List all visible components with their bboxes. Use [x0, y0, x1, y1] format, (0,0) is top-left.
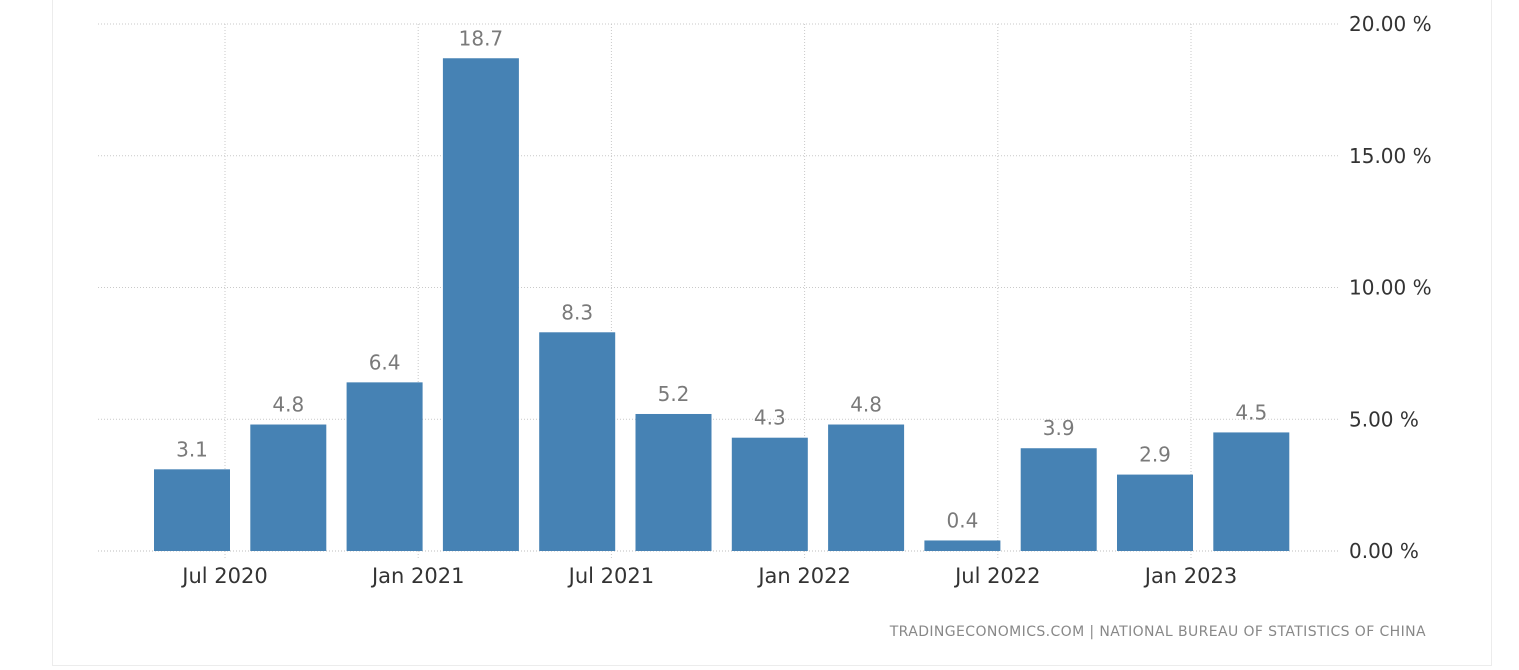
x-axis-ticks: Jul 2020 Jan 2021 Jul 2021 Jan 2022 Jul 2022…: [180, 564, 1237, 588]
bar-layer: [154, 58, 1290, 551]
data-label-layer: 3.1 4.8 6.4 18.7 8.3 5.2 4.3 4.8 0.4 3.9 2.9 4.5: [176, 26, 1267, 532]
data-label: 6.4: [369, 350, 401, 374]
data-label: 0.4: [946, 508, 978, 532]
data-label: 4.5: [1235, 400, 1267, 424]
bar: [1213, 432, 1290, 551]
chart-frame: [52, 0, 1492, 666]
bar: [539, 332, 616, 551]
bar: [828, 424, 905, 551]
data-label: 8.3: [561, 300, 593, 324]
bar: [442, 58, 519, 551]
source-credit[interactable]: TRADINGECONOMICS.COM | NATIONAL BUREAU O…: [889, 624, 1426, 640]
data-label: 5.2: [658, 382, 690, 406]
data-label: 18.7: [459, 26, 504, 50]
bar: [250, 424, 327, 551]
x-tick-label: Jul 2020: [180, 564, 267, 588]
y-tick-label: 20.00 %: [1349, 12, 1432, 36]
bar: [924, 540, 1001, 551]
data-label: 3.9: [1043, 416, 1075, 440]
x-tick-label: Jul 2022: [953, 564, 1040, 588]
y-tick-label: 0.00 %: [1349, 539, 1419, 563]
y-tick-label: 5.00 %: [1349, 407, 1419, 431]
x-tick-label: Jul 2021: [567, 564, 654, 588]
data-label: 4.8: [850, 393, 882, 417]
x-tick-label: Jan 2022: [756, 564, 851, 588]
bar: [731, 437, 808, 551]
x-tick-label: Jan 2021: [370, 564, 465, 588]
data-label: 4.8: [272, 393, 304, 417]
y-axis-ticks: 0.00 % 5.00 % 10.00 % 15.00 % 20.00 %: [1349, 12, 1432, 563]
y-tick-label: 15.00 %: [1349, 144, 1432, 168]
x-tick-label: Jan 2023: [1143, 564, 1238, 588]
bar: [635, 413, 712, 551]
data-label: 3.1: [176, 437, 208, 461]
data-label: 4.3: [754, 406, 786, 430]
bar: [1020, 448, 1097, 551]
data-label: 2.9: [1139, 443, 1171, 467]
bar: [346, 382, 423, 551]
bar: [1117, 474, 1193, 551]
y-tick-label: 10.00 %: [1349, 276, 1432, 300]
bar: [154, 469, 230, 551]
